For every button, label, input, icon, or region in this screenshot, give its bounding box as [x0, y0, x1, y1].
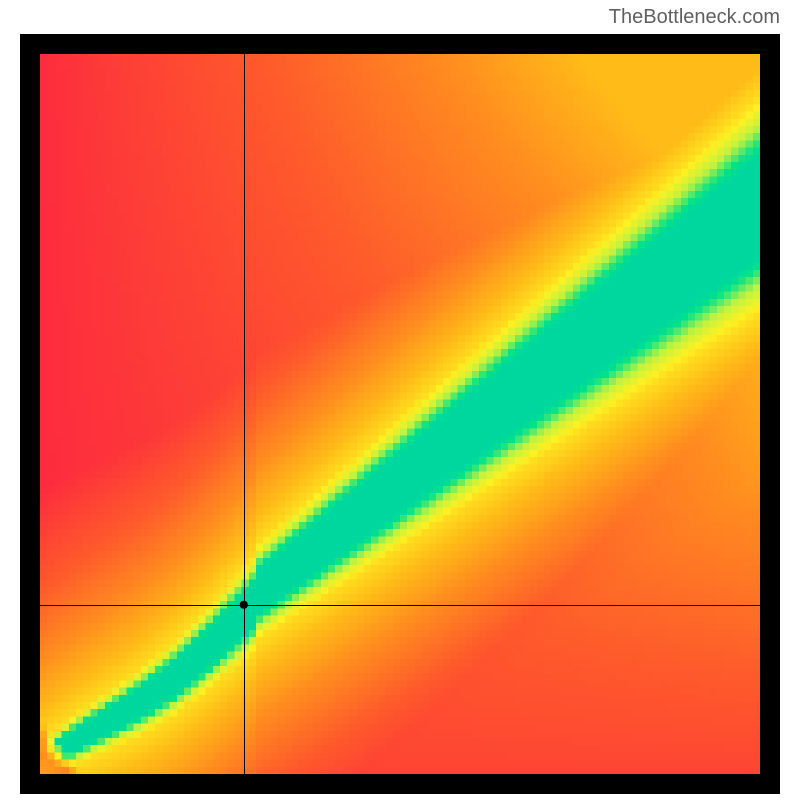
- chart-container: { "watermark": "TheBottleneck.com", "wat…: [0, 0, 800, 800]
- crosshair-overlay: [40, 54, 760, 774]
- plot-frame: [20, 34, 780, 794]
- watermark-text: TheBottleneck.com: [609, 6, 780, 29]
